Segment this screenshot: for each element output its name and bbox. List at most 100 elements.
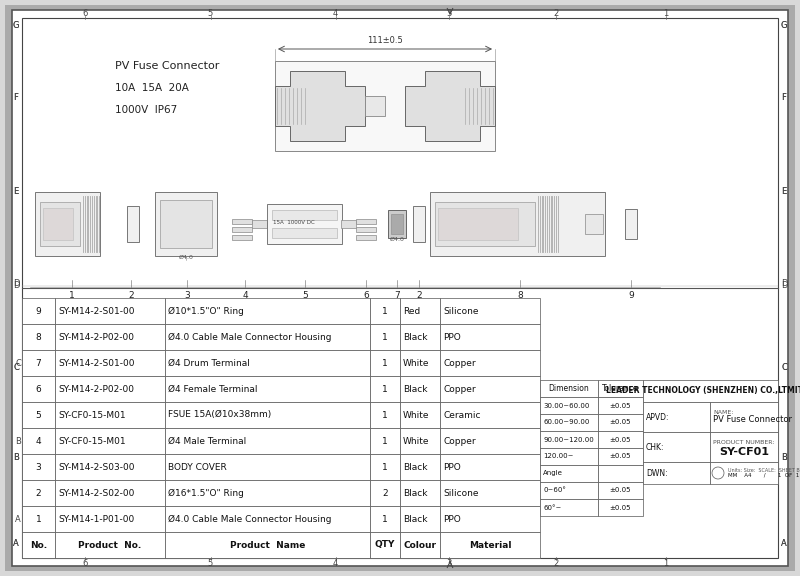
Bar <box>22 376 55 402</box>
Text: CHK:: CHK: <box>646 442 665 452</box>
Text: 3: 3 <box>446 9 452 17</box>
Bar <box>440 454 540 480</box>
Bar <box>165 402 370 428</box>
Bar <box>165 454 370 480</box>
Bar <box>267 204 342 244</box>
Text: White: White <box>403 437 430 445</box>
Text: Ø4.0 Cable Male Connector Housing: Ø4.0 Cable Male Connector Housing <box>168 514 331 524</box>
Text: 1: 1 <box>382 437 388 445</box>
Text: ±0.05: ±0.05 <box>610 453 631 460</box>
Bar <box>540 448 598 465</box>
Text: ±0.05: ±0.05 <box>610 419 631 426</box>
Text: Product  No.: Product No. <box>78 540 142 550</box>
Bar <box>540 465 598 482</box>
Bar <box>155 192 217 256</box>
Bar <box>643 380 778 402</box>
Text: 4: 4 <box>333 9 338 17</box>
Text: Copper: Copper <box>443 437 476 445</box>
Bar <box>598 448 643 465</box>
Text: G: G <box>13 21 19 31</box>
Text: 1: 1 <box>69 291 75 301</box>
Text: 1: 1 <box>382 385 388 393</box>
Text: A: A <box>15 514 21 524</box>
Text: 2: 2 <box>416 291 422 301</box>
Bar <box>400 428 440 454</box>
Text: A: A <box>781 540 787 548</box>
Text: B: B <box>13 453 19 463</box>
Text: SY-M14-2-S03-00: SY-M14-2-S03-00 <box>58 463 134 472</box>
Bar <box>440 376 540 402</box>
Text: C: C <box>13 363 19 373</box>
Text: 60°~: 60°~ <box>543 505 562 510</box>
Bar <box>165 324 370 350</box>
Text: Black: Black <box>403 488 427 498</box>
Bar <box>370 428 400 454</box>
Bar <box>22 428 55 454</box>
Bar <box>55 324 165 350</box>
Text: 30.00~60.00: 30.00~60.00 <box>543 403 590 408</box>
Text: SY-CF0-15-M01: SY-CF0-15-M01 <box>58 437 126 445</box>
Bar <box>165 298 370 324</box>
Bar <box>370 480 400 506</box>
Bar <box>55 298 165 324</box>
Text: 2: 2 <box>554 9 558 17</box>
Text: E: E <box>782 187 786 195</box>
Bar <box>22 324 55 350</box>
Bar <box>22 298 55 324</box>
Text: PPO: PPO <box>443 463 461 472</box>
Bar <box>598 465 643 482</box>
Text: Units: Size:  SCALE:  SHEET BLATT:  REV:: Units: Size: SCALE: SHEET BLATT: REV: <box>728 468 800 473</box>
Text: Silicone: Silicone <box>443 306 478 316</box>
Text: White: White <box>403 411 430 419</box>
Text: 2: 2 <box>554 559 558 567</box>
Bar <box>440 480 540 506</box>
Text: BODY COVER: BODY COVER <box>168 463 226 472</box>
Text: 0~60°: 0~60° <box>543 487 566 494</box>
Bar <box>232 219 252 224</box>
Bar <box>127 206 139 242</box>
Text: PRODUCT NUMBER:: PRODUCT NUMBER: <box>713 440 774 445</box>
Text: 1: 1 <box>663 559 669 567</box>
Bar <box>55 506 165 532</box>
Bar <box>540 499 598 516</box>
Text: SY-CF01: SY-CF01 <box>719 447 769 457</box>
Polygon shape <box>275 71 365 141</box>
Text: PPO: PPO <box>443 332 461 342</box>
Bar <box>440 428 540 454</box>
Bar <box>356 235 376 240</box>
Text: C: C <box>13 363 19 373</box>
Text: A: A <box>13 540 19 548</box>
Bar <box>413 206 425 242</box>
Text: 8: 8 <box>517 291 523 301</box>
Bar <box>160 200 212 248</box>
Bar <box>391 214 403 234</box>
Bar <box>356 219 376 224</box>
Text: SY-M14-2-P02-00: SY-M14-2-P02-00 <box>58 332 134 342</box>
Text: QTY: QTY <box>375 540 395 550</box>
Text: D: D <box>13 282 19 290</box>
Bar <box>598 499 643 516</box>
Text: 5: 5 <box>36 411 42 419</box>
Text: PV Fuse Connector: PV Fuse Connector <box>115 61 219 71</box>
Text: SY-M14-2-S01-00: SY-M14-2-S01-00 <box>58 358 134 367</box>
Text: Ø4 Female Terminal: Ø4 Female Terminal <box>168 385 258 393</box>
Text: B: B <box>781 453 787 463</box>
Bar <box>440 298 540 324</box>
Text: 5: 5 <box>208 9 213 17</box>
Bar <box>22 350 55 376</box>
Text: 3: 3 <box>36 463 42 472</box>
Bar <box>400 324 440 350</box>
Text: 1: 1 <box>663 9 669 17</box>
Text: DWN:: DWN: <box>646 468 668 478</box>
Bar <box>22 532 55 558</box>
Text: NAME:: NAME: <box>713 410 734 415</box>
Bar <box>388 210 406 238</box>
Text: 7: 7 <box>394 291 400 301</box>
Bar <box>625 209 637 239</box>
Text: 90.00~120.00: 90.00~120.00 <box>543 437 594 442</box>
Text: Black: Black <box>403 514 427 524</box>
Bar <box>400 376 440 402</box>
Text: 3: 3 <box>446 559 452 567</box>
Bar <box>598 397 643 414</box>
Bar <box>275 61 495 151</box>
